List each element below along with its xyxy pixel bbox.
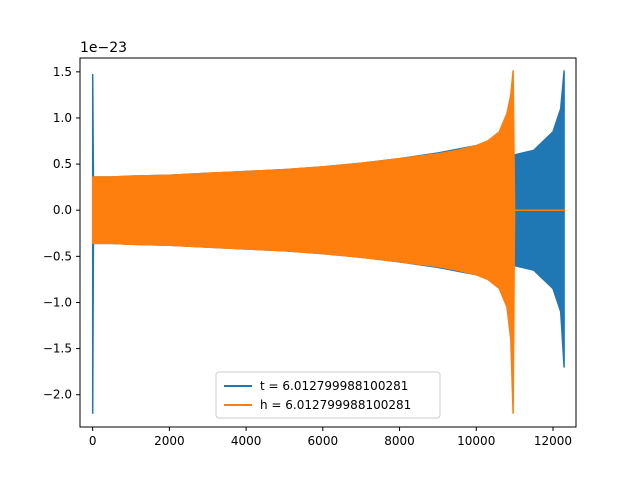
x-tick-label: 0 (89, 434, 97, 448)
x-axis: 0 2000 4000 6000 8000 10000 12000 (89, 427, 572, 448)
y-tick-label: −2.0 (43, 388, 72, 402)
y-tick-label: 1.5 (53, 65, 72, 79)
series-1 (91, 70, 565, 414)
y-tick-label: 1.0 (53, 111, 72, 125)
series-layer (91, 70, 565, 414)
axes-frame (79, 57, 577, 428)
y-tick-label: −1.0 (43, 295, 72, 309)
legend-label-0: t = 6.012799988100281 (260, 379, 408, 393)
y-tick-label: 0.0 (53, 203, 72, 217)
x-tick-label: 12000 (534, 434, 572, 448)
y-tick-label: −0.5 (43, 249, 72, 263)
y-axis: −2.0 −1.5 −1.0 −0.5 0.0 0.5 1.0 1.5 (43, 65, 80, 402)
legend-label-1: h = 6.012799988100281 (260, 398, 411, 412)
y-tick-label: 0.5 (53, 157, 72, 171)
legend: t = 6.012799988100281 h = 6.0127999881002… (215, 371, 441, 419)
x-tick-label: 6000 (308, 434, 339, 448)
x-tick-label: 4000 (231, 434, 262, 448)
x-tick-label: 8000 (384, 434, 415, 448)
y-tick-label: −1.5 (43, 342, 72, 356)
legend-box (215, 371, 441, 419)
x-tick-label: 2000 (154, 434, 185, 448)
x-tick-label: 10000 (457, 434, 495, 448)
y-offset-text: 1e−23 (80, 40, 127, 56)
